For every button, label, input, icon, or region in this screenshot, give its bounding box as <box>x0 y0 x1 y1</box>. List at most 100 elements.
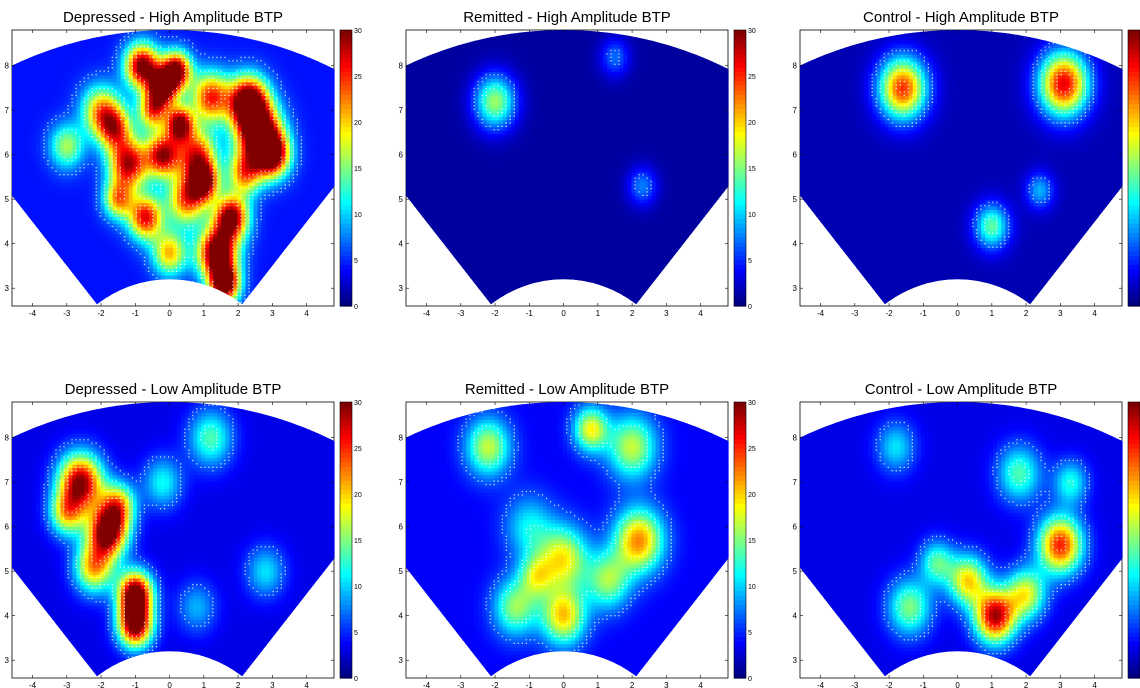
x-tick-label: 3 <box>664 309 669 318</box>
colorbar-tick-label: 15 <box>748 166 756 173</box>
x-tick-label: 3 <box>664 681 669 688</box>
y-tick-label: 5 <box>399 567 404 576</box>
contour-lines <box>871 39 1095 248</box>
x-tick-label: 1 <box>596 681 601 688</box>
x-tick-label: -2 <box>886 681 894 688</box>
x-tick-label: -4 <box>817 309 825 318</box>
x-tick-label: 1 <box>990 681 995 688</box>
x-tick-label: 4 <box>1092 681 1097 688</box>
colorbar-tick-label: 10 <box>748 584 756 591</box>
panel-5: Remitted - Low Amplitude BTP -4 -3 -2 -1 0 1 2 3… <box>399 381 756 688</box>
x-tick-label: 2 <box>1024 681 1029 688</box>
y-tick-label: 7 <box>399 106 404 115</box>
panel-2: Remitted - High Amplitude BTP -4 -3 -2 -1 0 1 2… <box>399 9 756 318</box>
x-tick-label: -1 <box>132 309 140 318</box>
y-tick-label: 7 <box>793 106 798 115</box>
panel-4: Depressed - Low Amplitude BTP -4 -3 -2 -1 0 1 2… <box>5 381 362 688</box>
x-tick-label: -3 <box>457 309 465 318</box>
x-tick-label: 3 <box>1058 681 1063 688</box>
colorbar-tick-label: 25 <box>354 446 362 453</box>
x-tick-label: 2 <box>236 681 241 688</box>
panel-1: Depressed - High Amplitude BTP -4 -3 -2 -1 0 1… <box>5 9 362 318</box>
colorbar-tick-label: 30 <box>748 400 756 407</box>
x-tick-label: -4 <box>29 309 37 318</box>
x-tick-label: -2 <box>886 309 894 318</box>
x-tick-label: 4 <box>304 309 309 318</box>
colorbar-tick-label: 5 <box>748 630 752 637</box>
x-tick-label: 1 <box>202 309 207 318</box>
y-tick-label: 3 <box>5 656 10 665</box>
x-tick-label: -3 <box>851 681 859 688</box>
colorbar-tick-label: 30 <box>354 28 362 35</box>
x-tick-label: -1 <box>526 681 534 688</box>
x-tick-label: -1 <box>132 681 140 688</box>
colorbar-tick-label: 20 <box>748 120 756 127</box>
y-tick-label: 7 <box>5 478 10 487</box>
colorbar-tick-label: 25 <box>354 74 362 81</box>
x-tick-label: -2 <box>98 681 106 688</box>
x-tick-label: 3 <box>270 309 275 318</box>
y-tick-label: 5 <box>793 195 798 204</box>
panel-title: Control - Low Amplitude BTP <box>865 381 1058 398</box>
x-tick-label: 4 <box>698 681 703 688</box>
x-tick-label: 2 <box>630 681 635 688</box>
panel-title: Remitted - High Amplitude BTP <box>463 9 671 26</box>
x-tick-label: -2 <box>492 309 500 318</box>
x-tick-label: -4 <box>423 681 431 688</box>
panel-title: Control - High Amplitude BTP <box>863 9 1059 26</box>
y-tick-label: 8 <box>399 434 404 443</box>
y-tick-label: 3 <box>399 284 404 293</box>
x-tick-label: -3 <box>851 309 859 318</box>
colorbar-tick-label: 5 <box>748 258 752 265</box>
colorbar-tick-label: 15 <box>354 166 362 173</box>
colorbar-tick-label: 10 <box>748 212 756 219</box>
y-tick-label: 8 <box>793 434 798 443</box>
y-tick-label: 8 <box>793 62 798 71</box>
x-tick-label: 1 <box>596 309 601 318</box>
panel-title: Remitted - Low Amplitude BTP <box>465 381 669 398</box>
x-tick-label: 2 <box>1024 309 1029 318</box>
colorbar-tick-label: 20 <box>748 492 756 499</box>
x-tick-label: 4 <box>1092 309 1097 318</box>
y-tick-label: 3 <box>399 656 404 665</box>
colorbar-tick-label: 5 <box>354 630 358 637</box>
x-tick-label: -1 <box>920 681 928 688</box>
colorbar-tick-label: 0 <box>748 304 752 311</box>
colorbar-tick-label: 0 <box>354 676 358 683</box>
contour-lines <box>473 49 652 197</box>
x-tick-label: 4 <box>304 681 309 688</box>
y-tick-label: 3 <box>793 284 798 293</box>
y-tick-label: 7 <box>399 478 404 487</box>
x-tick-label: 0 <box>955 309 960 318</box>
x-tick-label: -4 <box>423 309 431 318</box>
contour-lines <box>875 421 1091 655</box>
x-tick-label: -2 <box>98 309 106 318</box>
y-tick-label: 8 <box>5 434 10 443</box>
y-tick-label: 6 <box>793 151 798 160</box>
y-tick-label: 6 <box>399 151 404 160</box>
x-tick-label: -1 <box>920 309 928 318</box>
x-tick-label: -3 <box>63 681 71 688</box>
colorbar-tick-label: 5 <box>354 258 358 265</box>
x-tick-label: 3 <box>1058 309 1063 318</box>
y-tick-label: 3 <box>793 656 798 665</box>
colorbar-tick-label: 0 <box>748 676 752 683</box>
y-tick-label: 4 <box>5 612 10 621</box>
x-tick-label: 2 <box>630 309 635 318</box>
colorbar-tick-label: 10 <box>354 212 362 219</box>
colorbar-tick-label: 15 <box>748 538 756 545</box>
y-tick-label: 7 <box>5 106 10 115</box>
y-tick-label: 6 <box>5 151 10 160</box>
y-tick-label: 4 <box>399 240 404 249</box>
y-tick-label: 5 <box>5 567 10 576</box>
y-tick-label: 5 <box>399 195 404 204</box>
x-tick-label: -4 <box>29 681 37 688</box>
colorbar-tick-label: 15 <box>354 538 362 545</box>
colorbar-tick-label: 30 <box>748 28 756 35</box>
x-tick-label: 0 <box>167 681 172 688</box>
y-tick-label: 6 <box>793 523 798 532</box>
